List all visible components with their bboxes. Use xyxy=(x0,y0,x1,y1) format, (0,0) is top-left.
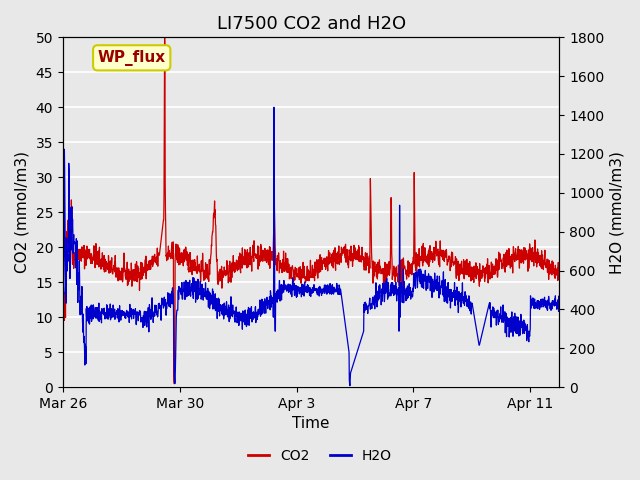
Line: H2O: H2O xyxy=(63,108,559,386)
H2O xyxy=(150,308,158,314)
Line: CO2: CO2 xyxy=(63,37,559,384)
H2O xyxy=(346,383,354,389)
CO2 xyxy=(556,270,563,276)
CO2 xyxy=(161,35,168,40)
X-axis label: Time: Time xyxy=(292,417,330,432)
Y-axis label: CO2 (mmol/m3): CO2 (mmol/m3) xyxy=(15,151,30,273)
CO2 xyxy=(170,381,178,386)
CO2 xyxy=(142,272,150,278)
CO2 xyxy=(319,261,326,267)
CO2 xyxy=(340,248,348,253)
H2O xyxy=(457,290,465,296)
CO2 xyxy=(457,261,465,267)
Legend: CO2, H2O: CO2, H2O xyxy=(243,443,397,468)
CO2 xyxy=(150,254,158,260)
H2O xyxy=(59,294,67,300)
H2O xyxy=(270,105,278,110)
CO2 xyxy=(59,324,67,330)
H2O xyxy=(291,292,298,298)
CO2 xyxy=(291,276,299,282)
H2O xyxy=(556,303,563,309)
H2O xyxy=(340,312,348,318)
H2O xyxy=(318,287,326,292)
Text: WP_flux: WP_flux xyxy=(98,50,166,66)
H2O xyxy=(142,319,150,324)
Title: LI7500 CO2 and H2O: LI7500 CO2 and H2O xyxy=(216,15,406,33)
Y-axis label: H2O (mmol/m3): H2O (mmol/m3) xyxy=(610,151,625,274)
